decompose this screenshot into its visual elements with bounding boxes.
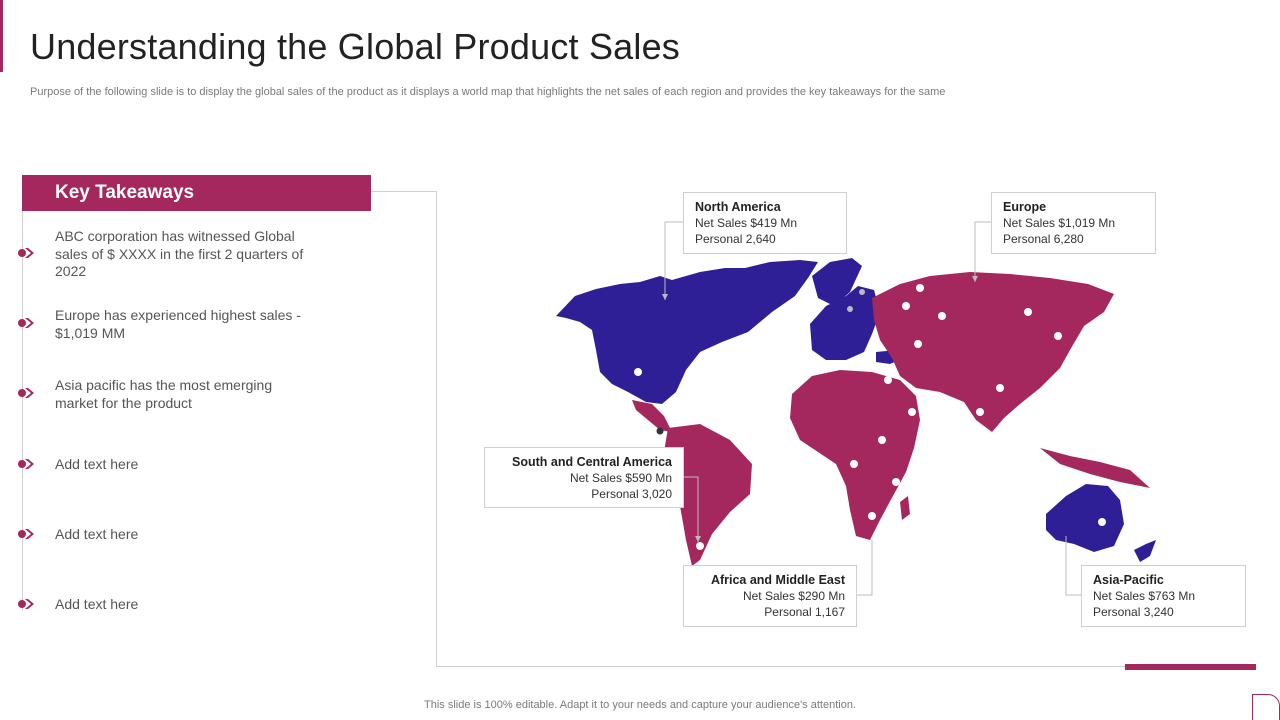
region-personal: Personal 2,640 xyxy=(695,232,776,246)
europe-west-region xyxy=(810,286,880,360)
region-personal: Personal 3,240 xyxy=(1093,605,1174,619)
region-net-sales: Net Sales $1,019 Mn xyxy=(1003,216,1116,230)
world-map xyxy=(556,258,1156,566)
chevron-bullet-icon xyxy=(18,599,34,609)
region-name: Africa and Middle East xyxy=(710,573,845,587)
madagascar-region xyxy=(900,496,910,520)
region-net-sales: Net Sales $419 Mn xyxy=(695,216,798,230)
page-subtitle: Purpose of the following slide is to dis… xyxy=(30,86,946,98)
takeaway-text: Add text here xyxy=(55,456,139,472)
australia-region xyxy=(1046,484,1124,552)
region-net-sales: Net Sales $290 Mn xyxy=(742,589,845,603)
callout-europe: Europe Net Sales $1,019 Mn Personal 6,28… xyxy=(991,192,1156,254)
slide-footer: This slide is 100% editable. Adapt it to… xyxy=(424,699,856,711)
region-name: South and Central America xyxy=(512,455,672,469)
content-frame-bottom xyxy=(436,666,1126,667)
new-zealand-region xyxy=(1134,540,1156,562)
callout-asia-pacific: Asia-Pacific Net Sales $763 Mn Personal … xyxy=(1081,565,1246,627)
content-frame xyxy=(370,191,437,667)
city-markers xyxy=(634,284,1106,550)
region-name: Asia-Pacific xyxy=(1093,573,1164,587)
title-accent-bar xyxy=(0,0,3,72)
chevron-bullet-icon xyxy=(18,388,34,398)
page-title: Understanding the Global Product Sales xyxy=(30,26,680,67)
region-name: Europe xyxy=(1003,200,1047,214)
north-america-region xyxy=(556,260,818,404)
callout-north-america: North America Net Sales $419 Mn Personal… xyxy=(683,192,847,254)
frame-accent-bar xyxy=(1125,664,1256,670)
callout-south-central-america: South and Central America Net Sales $590… xyxy=(484,447,684,508)
central-america-region xyxy=(632,400,672,432)
chevron-bullet-icon xyxy=(18,459,34,469)
eurasia-region xyxy=(872,272,1114,432)
south-america-region xyxy=(664,424,752,566)
takeaway-text: Add text here xyxy=(55,526,139,542)
region-net-sales: Net Sales $763 Mn xyxy=(1093,589,1196,603)
africa-region xyxy=(790,370,920,540)
callout-africa-middle-east: Africa and Middle East Net Sales $290 Mn… xyxy=(683,565,857,627)
region-name: North America xyxy=(695,200,781,214)
takeaway-text: Asia pacific has the most emerging marke… xyxy=(55,377,273,411)
region-personal: Personal 1,167 xyxy=(764,605,845,619)
takeaway-text: ABC corporation has witnessed Global sal… xyxy=(55,228,304,279)
region-personal: Personal 6,280 xyxy=(1003,232,1084,246)
central-america-marker xyxy=(656,427,664,435)
region-personal: Personal 3,020 xyxy=(591,487,672,501)
chevron-bullet-icon xyxy=(18,318,34,328)
corner-decoration xyxy=(1252,694,1280,720)
southeast-asia-region xyxy=(1040,448,1150,488)
takeaway-text: Add text here xyxy=(55,596,139,612)
chevron-bullet-icon xyxy=(18,248,34,258)
chevron-bullet-icon xyxy=(18,529,34,539)
greenland-region xyxy=(812,258,862,306)
key-takeaways-header: Key Takeaways xyxy=(22,175,371,211)
takeaway-text: Europe has experienced highest sales - $… xyxy=(55,307,301,341)
takeaways-divider xyxy=(22,211,23,611)
region-net-sales: Net Sales $590 Mn xyxy=(569,471,672,485)
